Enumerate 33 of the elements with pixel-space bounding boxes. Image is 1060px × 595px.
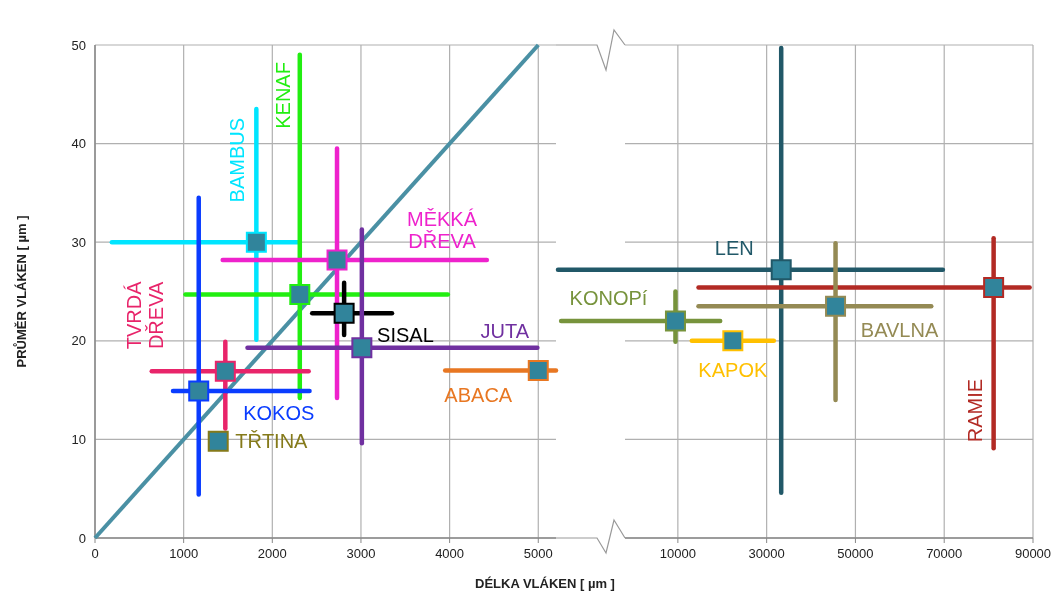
- text: KENAF: [271, 62, 294, 129]
- y-tick-label: 20: [71, 333, 86, 349]
- x-tick-label: 70000: [926, 546, 963, 561]
- x-axis-title: DÉLKA VLÁKEN [ µm ]: [475, 576, 615, 591]
- y-tick-label: 10: [71, 431, 86, 447]
- y-tick-label: 0: [78, 530, 86, 546]
- series-label: LEN: [714, 236, 754, 259]
- text: TVRDÁ DŘEVA: [123, 280, 168, 350]
- x-tick-label: 2000: [257, 546, 287, 561]
- y-tick-label: 50: [71, 37, 86, 53]
- text: RAMIE: [963, 378, 986, 443]
- series-label: KAPOK: [698, 358, 768, 381]
- text: BAMBUS: [226, 117, 249, 203]
- x-tick-label: 5000: [523, 546, 553, 561]
- text: JUTA: [480, 319, 530, 342]
- y-axis-title: PRŮMĚR VLÁKEN [ µm ]: [13, 215, 29, 368]
- text: MĚKKÁ DŘEVA: [407, 207, 478, 252]
- series-label: KOKOS: [243, 402, 315, 425]
- x-tick-label: 30000: [748, 546, 785, 561]
- x-tick-label: 0: [91, 546, 99, 561]
- y-tick-label: 40: [71, 136, 86, 152]
- series-label: TŘTINA: [235, 430, 309, 453]
- y-tick-label: 30: [71, 234, 86, 250]
- x-tick-label: 1000: [169, 546, 199, 561]
- series-label: KONOPí: [569, 287, 648, 310]
- x-tick-label: 4000: [435, 546, 465, 561]
- series-label: SISAL: [377, 324, 434, 347]
- x-tick-label: 10000: [659, 546, 696, 561]
- x-tick-label: 50000: [837, 546, 874, 561]
- x-tick-label: 90000: [1014, 546, 1052, 561]
- series-label: BAVLNA: [860, 319, 939, 342]
- x-tick-label: 3000: [346, 546, 376, 561]
- series-label: ABACA: [444, 384, 513, 407]
